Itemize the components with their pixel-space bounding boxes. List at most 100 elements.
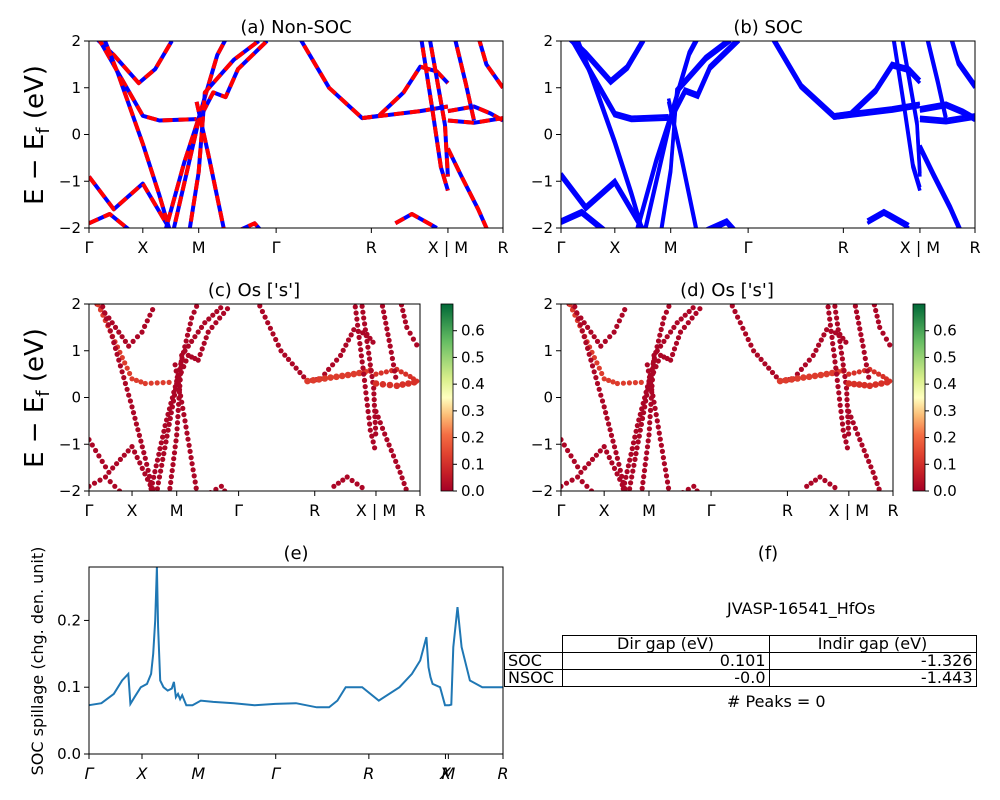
projection-point — [111, 340, 117, 346]
projection-point — [874, 480, 880, 487]
projection-point — [665, 485, 672, 491]
projection-point — [191, 473, 197, 479]
projection-point — [577, 322, 584, 328]
projection-point — [788, 376, 795, 383]
projection-point — [841, 368, 847, 374]
projection-point — [127, 370, 133, 377]
projection-point — [405, 380, 412, 387]
projection-point — [754, 352, 761, 358]
projection-point — [579, 328, 585, 334]
projection-point — [831, 292, 836, 297]
projection-point — [568, 292, 573, 297]
projection-points-c — [89, 304, 420, 497]
projection-point — [651, 352, 657, 358]
projection-point — [751, 348, 757, 354]
projection-point — [168, 474, 174, 480]
projection-point — [561, 483, 564, 489]
band-spin-down — [453, 41, 476, 121]
projection-point — [693, 310, 699, 316]
projection-point — [874, 313, 880, 319]
projection-point — [887, 342, 893, 348]
projection-point — [213, 320, 219, 326]
projection-point — [358, 353, 364, 359]
projection-point — [91, 480, 98, 486]
x-tick-label: M — [192, 238, 206, 257]
projection-point — [632, 434, 638, 440]
gap-row-soc: SOC 0.101 -1.326 — [504, 652, 977, 670]
projection-point — [406, 492, 411, 497]
projection-point — [654, 418, 660, 424]
projection-point — [366, 350, 372, 356]
projection-point — [100, 304, 106, 310]
projection-point — [737, 320, 743, 326]
projection-point — [142, 455, 148, 461]
projection-point — [388, 447, 394, 454]
band-spin-down — [194, 101, 226, 228]
projection-point — [364, 396, 370, 402]
projection-point — [187, 448, 193, 454]
projection-point — [827, 481, 833, 487]
gap-dir-value: 0.101 — [561, 652, 770, 670]
projection-point — [383, 369, 389, 375]
projection-point — [195, 357, 201, 363]
projection-point — [655, 338, 662, 344]
projection-point — [414, 342, 420, 348]
projection-point — [147, 492, 152, 497]
x-tick-label: M — [664, 238, 678, 257]
x-tick-label: Γ — [557, 501, 566, 520]
panel-e: (e) SOC spillage (chg. den. unit) 0.2 0.1… — [28, 543, 509, 783]
material-id: JVASP-16541_HfOs — [727, 599, 876, 618]
projection-point — [183, 358, 189, 364]
projection-point — [139, 329, 145, 335]
projection-point — [850, 380, 858, 388]
band-line-split — [666, 98, 699, 228]
x-tick-label: Γ — [271, 764, 281, 783]
projection-point — [122, 338, 128, 344]
projection-point — [858, 332, 864, 338]
projection-point — [871, 304, 877, 308]
y-tick-label: −1 — [531, 172, 553, 190]
projection-point — [569, 477, 575, 483]
projection-point — [844, 397, 850, 403]
projection-point — [642, 404, 648, 410]
projection-point — [186, 442, 192, 448]
projection-point — [773, 374, 779, 380]
projection-point — [863, 453, 870, 459]
projection-point — [627, 457, 633, 463]
projection-point — [95, 304, 101, 308]
projection-point — [402, 319, 408, 325]
x-tick-label: R — [497, 238, 508, 257]
x-tick-label: M — [170, 501, 184, 520]
projection-point — [856, 369, 862, 375]
projection-point — [172, 444, 178, 450]
projection-point — [843, 439, 849, 445]
projection-point — [360, 365, 366, 371]
projection-point — [188, 455, 194, 461]
projection-point — [806, 357, 812, 363]
projection-point — [289, 361, 295, 367]
projection-point — [798, 366, 805, 372]
x-tick-label: Γ — [557, 238, 566, 257]
projection-point — [844, 445, 851, 451]
band-spin-down — [239, 221, 262, 228]
projection-point — [859, 337, 865, 343]
projection-point — [410, 336, 416, 342]
projection-point — [167, 485, 173, 491]
projection-point — [354, 481, 360, 487]
projection-point — [838, 350, 845, 356]
projection-point — [628, 451, 634, 457]
projection-point — [189, 461, 195, 467]
projection-point — [167, 492, 172, 497]
projection-point — [102, 464, 109, 470]
projection-point — [574, 310, 580, 316]
projection-point — [812, 477, 819, 483]
projection-point — [852, 425, 859, 431]
projection-point — [370, 439, 376, 445]
projection-point — [619, 473, 625, 479]
projection-point — [343, 342, 349, 348]
projection-point — [149, 480, 155, 486]
projection-point — [666, 304, 672, 309]
projection-point — [399, 381, 406, 388]
projection-point — [192, 479, 198, 485]
